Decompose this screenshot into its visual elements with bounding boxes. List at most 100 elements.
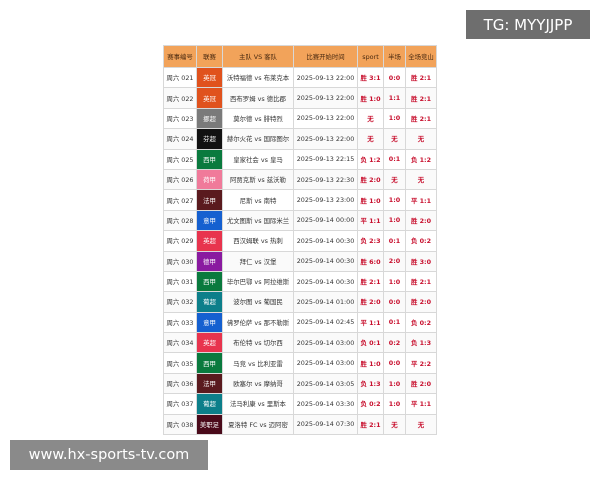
league-cell: 芬超 — [196, 128, 223, 150]
cell: 无 — [357, 107, 384, 130]
league-cell: 葡超 — [196, 291, 223, 313]
match-row: 周六 024 芬超 赫尔火花 vs 国际图尔 2025-09-13 22:00 无无无 — [163, 128, 437, 150]
cell: 赫尔火花 vs 国际图尔 — [222, 128, 294, 150]
cell: 无 — [405, 128, 437, 150]
header-cell: sport — [357, 45, 384, 68]
cell: 周六 030 — [163, 250, 197, 272]
cell: 无 — [383, 128, 406, 150]
cell: 胜 2:0 — [405, 372, 437, 395]
header-cell: 赛事编号 — [163, 45, 197, 68]
cell: 0:0 — [383, 66, 406, 89]
league-cell: 英冠 — [196, 66, 223, 89]
cell: 负 1:3 — [357, 372, 384, 395]
league-cell: 英超 — [196, 230, 223, 252]
cell: 2025-09-14 07:30 — [293, 413, 358, 436]
league-cell: 德甲 — [196, 250, 223, 272]
cell: 2025-09-14 03:00 — [293, 332, 358, 354]
match-row: 周六 023 挪超 莫尔德 vs 腓特烈 2025-09-13 22:00 无 1:0 胜 … — [163, 107, 437, 130]
cell: 平 1:1 — [405, 393, 437, 415]
cell: 周六 026 — [163, 168, 197, 191]
cell: 无 — [405, 413, 437, 436]
cell: 2025-09-13 22:00 — [293, 66, 358, 89]
cell: 1:0 — [383, 107, 406, 130]
cell: 周六 023 — [163, 107, 197, 130]
cell: 负 0:2 — [405, 230, 437, 252]
match-row: 周六 030 德甲 拜仁 vs 汉堡 2025-09-14 00:30 胜 6:0 2:0… — [163, 250, 437, 272]
league-cell: 意甲 — [196, 311, 223, 334]
cell: 周六 021 — [163, 66, 197, 89]
header-row: 赛事编号 联赛 主队 VS 客队 比赛开始时间 sport 半场 全场竞山 — [163, 45, 437, 68]
cell: 2:0 — [383, 250, 406, 272]
cell: 毕尔巴鄂 vs 阿拉维斯 — [222, 270, 294, 293]
site-watermark: www.hx-sports-tv.com — [10, 440, 208, 470]
cell: 尼斯 vs 南特 — [222, 189, 294, 211]
cell: 负 0:2 — [405, 311, 437, 334]
cell: 无 — [383, 168, 406, 191]
cell: 胜 2:1 — [405, 107, 437, 130]
league-cell: 英冠 — [196, 87, 223, 109]
cell: 胜 2:0 — [357, 168, 384, 191]
cell: 2025-09-13 22:00 — [293, 87, 358, 109]
cell: 周六 031 — [163, 270, 197, 293]
cell: 负 0:2 — [357, 393, 384, 415]
cell: 2025-09-14 03:00 — [293, 352, 358, 374]
cell: 佛罗伦萨 vs 那不勒斯 — [222, 311, 294, 334]
cell: 皇家社会 vs 皇马 — [222, 148, 294, 170]
cell: 2025-09-14 01:00 — [293, 291, 358, 313]
cell: 胜 2:1 — [357, 413, 384, 436]
match-row: 周六 036 法甲 欧塞尔 vs 摩纳哥 2025-09-14 03:05 负 1:3 1… — [163, 372, 437, 395]
cell: 无 — [383, 413, 406, 436]
cell: 周六 033 — [163, 311, 197, 334]
cell: 1:0 — [383, 270, 406, 293]
cell: 欧塞尔 vs 摩纳哥 — [222, 372, 294, 395]
cell: 1:0 — [383, 372, 406, 395]
cell: 0:0 — [383, 291, 406, 313]
match-row: 周六 025 西甲 皇家社会 vs 皇马 2025-09-13 22:15 负 1:2 0… — [163, 148, 437, 170]
cell: 拜仁 vs 汉堡 — [222, 250, 294, 272]
league-cell: 英超 — [196, 332, 223, 354]
league-cell: 挪超 — [196, 107, 223, 130]
cell: 2025-09-13 22:00 — [293, 128, 358, 150]
cell: 沃特福德 vs 布莱克本 — [222, 66, 294, 89]
cell: 2025-09-14 00:30 — [293, 250, 358, 272]
cell: 2025-09-14 03:05 — [293, 372, 358, 395]
cell: 平 1:1 — [357, 209, 384, 232]
cell: 周六 025 — [163, 148, 197, 170]
cell: 平 1:1 — [357, 311, 384, 334]
cell: 尤文图斯 vs 国际米兰 — [222, 209, 294, 232]
match-row: 周六 028 意甲 尤文图斯 vs 国际米兰 2025-09-14 00:00 平 1:… — [163, 209, 437, 232]
match-row: 周六 032 葡超 波尔图 vs 葡国民 2025-09-14 01:00 胜 2:0 0… — [163, 291, 437, 313]
cell: 周六 027 — [163, 189, 197, 211]
cell: 平 2:2 — [405, 352, 437, 374]
cell: 平 1:1 — [405, 189, 437, 211]
cell: 周六 029 — [163, 230, 197, 252]
match-row: 周六 027 法甲 尼斯 vs 南特 2025-09-13 23:00 胜 1:0 1:0… — [163, 189, 437, 211]
league-cell: 法甲 — [196, 189, 223, 211]
match-row: 周六 034 英超 布伦特 vs 切尔西 2025-09-14 03:00 负 0:1 0… — [163, 332, 437, 354]
cell: 2025-09-13 23:00 — [293, 189, 358, 211]
match-table: 赛事编号 联赛 主队 VS 客队 比赛开始时间 sport 半场 全场竞山 周六 021 英冠… — [163, 45, 437, 436]
cell: 西汉姆联 vs 热刺 — [222, 230, 294, 252]
cell: 2025-09-13 22:30 — [293, 168, 358, 191]
cell: 2025-09-13 22:15 — [293, 148, 358, 170]
cell: 莫尔德 vs 腓特烈 — [222, 107, 294, 130]
cell: 1:0 — [383, 209, 406, 232]
match-row: 周六 038 美职足 夏洛特 FC vs 迈阿密 2025-09-14 07:30 胜 … — [163, 413, 437, 436]
cell: 2025-09-13 22:00 — [293, 107, 358, 130]
cell: 2025-09-14 02:45 — [293, 311, 358, 334]
league-cell: 荷甲 — [196, 168, 223, 191]
match-row: 周六 026 荷甲 阿贾克斯 vs 兹沃勒 2025-09-13 22:30 胜 2:0… — [163, 168, 437, 191]
match-row: 周六 037 葡超 法马利康 vs 里斯本 2025-09-14 03:30 负 0:2… — [163, 393, 437, 415]
cell: 0:1 — [383, 148, 406, 170]
cell: 胜 3:0 — [405, 250, 437, 272]
header-cell: 全场竞山 — [405, 45, 437, 68]
cell: 西布罗姆 vs 德比郡 — [222, 87, 294, 109]
header-cell: 比赛开始时间 — [293, 45, 358, 68]
cell: 负 1:2 — [405, 148, 437, 170]
cell: 0:1 — [383, 230, 406, 252]
cell: 周六 035 — [163, 352, 197, 374]
league-cell: 法甲 — [196, 372, 223, 395]
header-cell: 联赛 — [196, 45, 223, 68]
cell: 夏洛特 FC vs 迈阿密 — [222, 413, 294, 436]
